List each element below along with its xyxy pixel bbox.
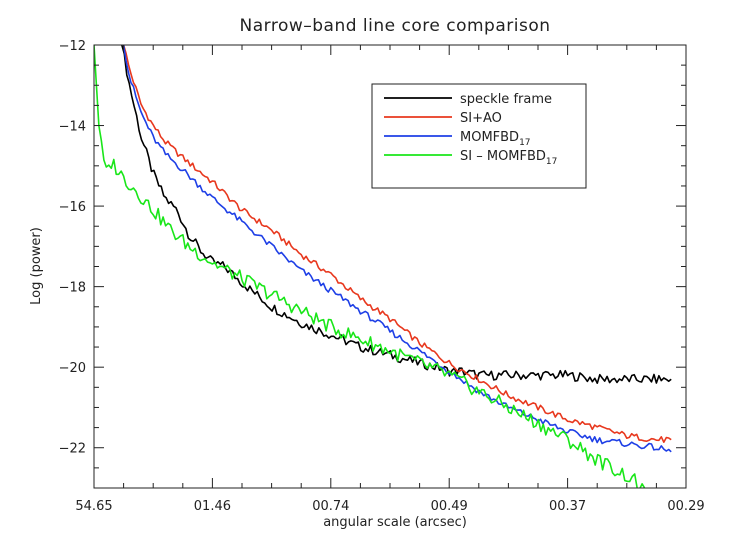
- y-tick-label: −14: [59, 120, 86, 135]
- x-tick-label: 01.46: [194, 499, 231, 514]
- x-axis-label: angular scale (arcsec): [323, 515, 467, 530]
- legend-label: SI+AO: [460, 111, 502, 126]
- legend-label-subscript: 17: [519, 138, 530, 148]
- y-tick-label: −12: [59, 39, 86, 54]
- y-tick-label: −16: [59, 200, 86, 215]
- y-tick-label: −18: [59, 281, 86, 296]
- y-tick-label: −22: [59, 442, 86, 457]
- series-line-sim: [94, 45, 646, 488]
- legend-label: SI – MOMFBD17: [460, 149, 557, 167]
- y-tick-label: −20: [59, 361, 86, 376]
- y-axis-label: Log (power): [29, 227, 44, 305]
- series-layer: [94, 45, 672, 488]
- x-tick-label: 00.74: [312, 499, 349, 514]
- series-line-siao: [122, 45, 672, 444]
- legend-label-subscript: 17: [546, 157, 557, 167]
- x-tick-label: 00.37: [549, 499, 586, 514]
- ticks-layer: −22 −20 −18 −16 −14 −12 54.65 01.46 00.74 00.49 00…: [59, 39, 705, 514]
- series-line-momfbd: [122, 45, 672, 453]
- x-tick-label: 00.29: [667, 499, 704, 514]
- chart-title: Narrow–band line core comparison: [240, 16, 551, 36]
- x-tick-label: 00.49: [431, 499, 468, 514]
- x-tick-label: 54.65: [75, 499, 112, 514]
- legend-label: speckle frame: [460, 92, 552, 107]
- legend-label: MOMFBD17: [460, 130, 531, 148]
